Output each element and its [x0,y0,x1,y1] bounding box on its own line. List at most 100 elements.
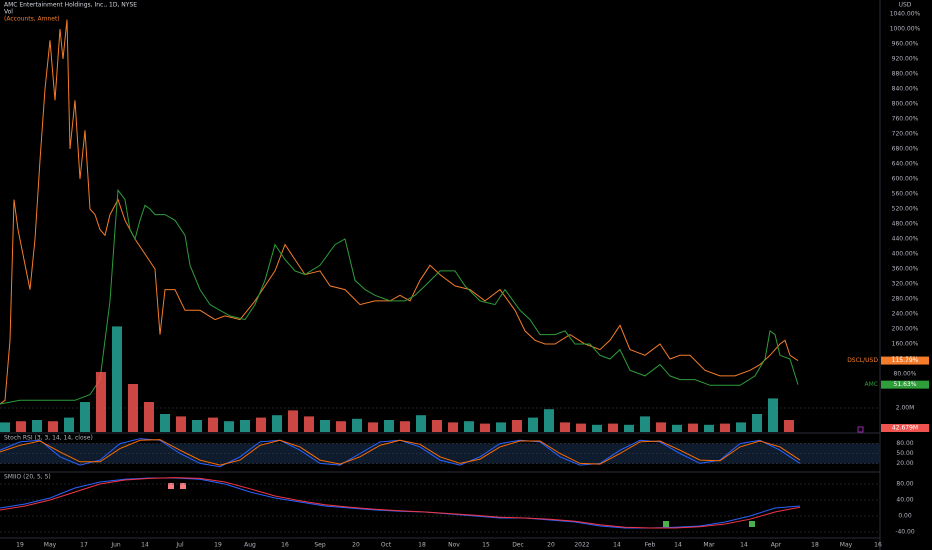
price-badge [881,356,929,365]
volume-bar [176,416,186,432]
y-tick-label: 520.00% [892,206,919,213]
series-name-badge: AMC [865,381,878,388]
x-tick-label: 14 [141,542,149,549]
volume-bar [368,422,378,432]
volume-bar [672,424,682,432]
y-tick-label: 640.00% [892,161,919,168]
y-tick-label: 1040.00% [890,11,921,18]
series-line [0,477,801,529]
volume-badge [881,424,929,432]
x-tick-label: May [44,542,57,549]
volume-bar [64,417,74,432]
x-tick-label: 18 [418,542,426,549]
volume-bar [640,416,650,432]
y-tick-label: 80.00 [896,440,913,447]
volume-bar [656,422,666,432]
volume-bar [496,422,506,432]
x-tick-label: Apr [771,542,782,549]
y-tick-label: 80.00% [894,371,917,378]
signal-marker[interactable] [663,521,669,527]
x-tick-label: 15 [482,542,490,549]
x-tick-label: 17 [80,542,88,549]
volume-bar [448,422,458,432]
y-tick-label: 760.00% [892,116,919,123]
volume-bar [432,420,442,432]
x-tick-label: 14 [740,542,748,549]
volume-bar [96,372,106,432]
event-icon[interactable] [857,426,864,433]
volume-bar [592,424,602,432]
volume-bar [736,422,746,432]
volume-bar [240,420,250,432]
compare-label: (Accounts, Amnet) [4,16,60,23]
y-tick-label: 360.00% [892,266,919,273]
x-tick-label: 14 [613,542,621,549]
signal-marker[interactable] [749,521,755,527]
volume-label: Vol [4,9,13,16]
y-tick-label: 560.00% [892,191,919,198]
signal-marker[interactable] [180,483,186,489]
y-tick-label: -40.00 [895,529,915,536]
volume-bar [608,423,618,432]
volume-badge-label: 42.679M [892,425,918,432]
volume-bar [464,421,474,432]
volume-bar [560,422,570,432]
volume-bar [336,421,346,432]
y-tick-label: 880.00% [892,71,919,78]
volume-bar [528,417,538,432]
y-tick-label: 480.00% [892,221,919,228]
x-tick-label: Mar [703,542,715,549]
y-tick-label: 160.00% [892,341,919,348]
volume-bar [624,424,634,432]
price-badge-label: 51.63% [894,381,917,388]
x-tick-label: 14 [674,542,682,549]
y-tick-label: 920.00% [892,56,919,63]
volume-bar [416,415,426,432]
y-tick-label: 400.00% [892,251,919,258]
price-badge [881,380,929,389]
y-tick-label: 2.00M [896,405,915,412]
x-tick-label: 16 [874,542,882,549]
x-tick-label: 20 [352,542,360,549]
y-tick-label: 1000.00% [890,26,921,33]
volume-bar [784,420,794,432]
volume-bar [352,418,362,432]
x-tick-label: Aug [244,542,256,549]
volume-bar [480,423,490,432]
y-tick-label: 80.00 [896,481,913,488]
x-tick-label: 16 [281,542,289,549]
x-tick-label: Jul [175,542,184,549]
y-tick-label: 680.00% [892,146,919,153]
x-tick-label: May [840,542,853,549]
symbol-title: AMC Entertainment Holdings, Inc., 1D, NY… [4,2,137,9]
series-line [0,19,799,405]
signal-marker[interactable] [168,483,174,489]
x-tick-label: Jun [110,542,121,549]
volume-bar [160,414,170,432]
volume-bar [384,420,394,432]
x-tick-label: Dec [512,542,524,549]
volume-bar [32,420,42,432]
volume-bar [208,417,218,432]
y-tick-label: 0.00 [898,513,912,520]
volume-bar [512,420,522,432]
volume-bar [768,398,778,432]
y-tick-label: 20.00 [896,460,913,467]
y-tick-label: 800.00% [892,101,919,108]
y-tick-label: 320.00% [892,281,919,288]
price-badge-label: 115.79% [892,357,919,364]
volume-bar [144,402,154,432]
indicator-title: SMIIO (20, 5, 5) [4,474,51,481]
y-tick-label: 240.00% [892,311,919,318]
y-tick-label: 40.00 [896,497,913,504]
volume-bar [224,421,234,432]
y-tick-label: 280.00% [892,296,919,303]
series-name-badge: DSCL/USD [847,357,878,364]
x-tick-label: Nov [448,542,460,549]
x-tick-label: 19 [16,542,24,549]
series-line [0,439,801,466]
x-tick-label: 20 [547,542,555,549]
x-tick-label: Sep [314,542,326,549]
volume-bar [688,423,698,432]
volume-bar [704,424,714,432]
